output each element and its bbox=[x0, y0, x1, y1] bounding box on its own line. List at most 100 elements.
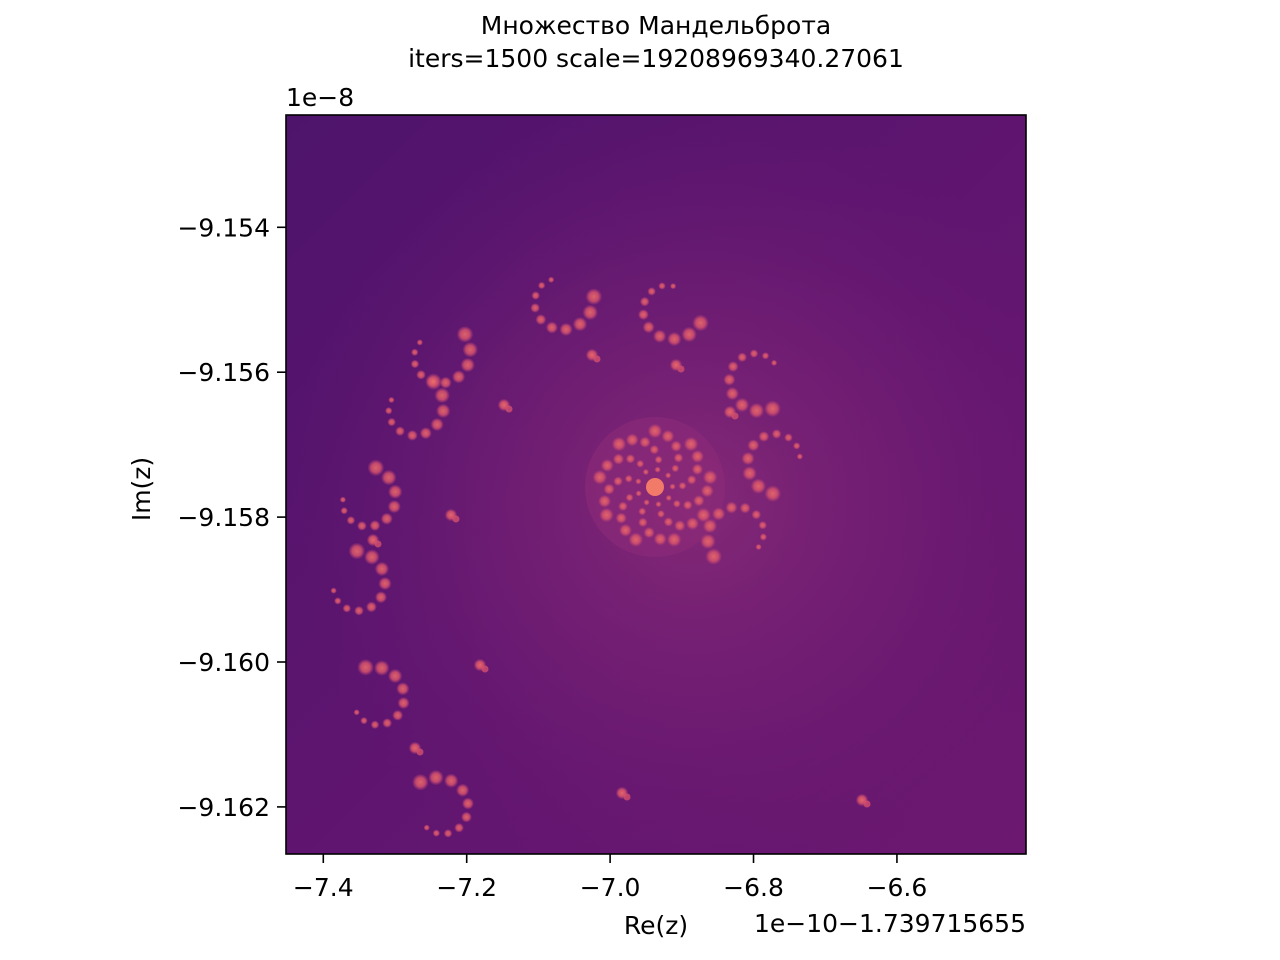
fractal-bulb bbox=[334, 597, 342, 605]
rosette-arm bbox=[648, 424, 684, 479]
fractal-bulb bbox=[385, 407, 393, 415]
fractal-bulb bbox=[387, 417, 396, 427]
satellite-bulb bbox=[452, 515, 460, 523]
fractal-bulb bbox=[657, 510, 665, 518]
outer-spiral bbox=[741, 429, 803, 502]
fractal-bulb bbox=[444, 773, 459, 788]
fractal-bulb bbox=[599, 508, 614, 522]
fractal-bulb bbox=[673, 453, 684, 463]
y-tick-label: −9.158 bbox=[177, 503, 270, 532]
fractal-bulb bbox=[693, 495, 705, 507]
fractal-bulb bbox=[654, 466, 661, 473]
fractal-bulb bbox=[643, 499, 650, 506]
fractal-bulb bbox=[670, 440, 682, 452]
rosette-arm bbox=[638, 499, 682, 547]
fractal-bulb bbox=[759, 533, 767, 541]
fractal-bulb bbox=[342, 604, 351, 613]
fractal-bulb bbox=[681, 327, 697, 342]
satellite-bulb bbox=[481, 665, 489, 673]
chart-subtitle: iters=1500 scale=19208969340.27061 bbox=[408, 44, 904, 73]
satellite-bulb bbox=[416, 748, 424, 756]
satellite-bulb bbox=[505, 405, 513, 413]
fractal-bulb bbox=[703, 519, 717, 533]
fractal-bulb bbox=[758, 431, 770, 442]
fractal-bulb bbox=[462, 342, 478, 358]
x-tick-label: −6.8 bbox=[723, 873, 784, 902]
fractal-bulb bbox=[649, 445, 659, 455]
fractal-bulb bbox=[725, 501, 738, 514]
fractal-bulb bbox=[460, 358, 475, 372]
fractal-bulb bbox=[701, 484, 714, 498]
fractal-bulb bbox=[382, 718, 392, 728]
y-tick-label: −9.154 bbox=[177, 213, 270, 242]
outer-spiral bbox=[530, 276, 602, 336]
plot-area bbox=[286, 115, 1026, 854]
rosette-arm bbox=[612, 433, 663, 473]
fractal-bulb bbox=[796, 453, 803, 460]
fractal-bulb bbox=[375, 591, 387, 604]
fractal-bulb bbox=[387, 500, 401, 513]
outer-spiral bbox=[638, 282, 709, 346]
fractal-bulb bbox=[598, 495, 611, 508]
x-tick-label: −7.0 bbox=[580, 873, 641, 902]
fractal-bulb bbox=[771, 359, 778, 366]
x-offset-text: 1e−10−1.739715655 bbox=[754, 909, 1026, 938]
fractal-bulb bbox=[615, 512, 627, 524]
fractal-bulb bbox=[678, 481, 687, 490]
fractal-bulb bbox=[619, 524, 632, 537]
fractal-bulb bbox=[538, 281, 546, 290]
central-bulb bbox=[646, 478, 664, 496]
fractal-bulb bbox=[339, 496, 346, 503]
fractal-bulb bbox=[416, 339, 423, 346]
fractal-bulb bbox=[670, 283, 677, 290]
fractal-bulb bbox=[642, 469, 649, 476]
fractal-bulb bbox=[638, 517, 648, 527]
rosette-arm bbox=[665, 470, 718, 510]
rosette-arm bbox=[669, 437, 704, 490]
satellite-bulb bbox=[593, 355, 601, 363]
satellite-bulb bbox=[374, 540, 382, 548]
fractal-bulb bbox=[737, 352, 747, 362]
fractal-bulb bbox=[531, 291, 540, 300]
x-tick-label: −7.2 bbox=[436, 873, 497, 902]
fractal-bulb bbox=[613, 476, 623, 486]
fractal-bulb bbox=[749, 349, 759, 358]
fractal-bulb bbox=[647, 287, 656, 296]
fractal-bulb bbox=[771, 429, 782, 439]
fractal-bulb bbox=[625, 493, 634, 502]
fractal-bulb bbox=[613, 453, 624, 465]
fractal-bulb bbox=[638, 309, 649, 320]
fractal-bulb bbox=[696, 508, 711, 522]
fractal-bulb bbox=[396, 682, 410, 696]
fractal-bulb bbox=[412, 774, 429, 791]
fractal-bulb bbox=[726, 387, 739, 400]
fractal-bulb bbox=[548, 276, 555, 283]
fractal-bulb bbox=[653, 329, 667, 343]
fractal-bulb bbox=[640, 296, 650, 307]
fractal-bulb bbox=[671, 464, 680, 473]
fractal-bulb bbox=[380, 512, 393, 525]
fractal-bulb bbox=[612, 437, 627, 452]
y-axis-ticks: −9.154 −9.156 −9.158 −9.160 −9.162 bbox=[177, 213, 286, 822]
fractal-bulb bbox=[430, 418, 444, 431]
fractal-bulb bbox=[691, 450, 704, 463]
fractal-bulb bbox=[658, 282, 666, 290]
fractal-bulb bbox=[626, 433, 639, 447]
y-tick-label: −9.156 bbox=[177, 358, 270, 387]
x-axis-label: Re(z) bbox=[624, 911, 688, 940]
y-offset-text: 1e−8 bbox=[286, 83, 354, 112]
fractal-bulb bbox=[374, 660, 390, 676]
fractal-bulb bbox=[461, 811, 472, 823]
fractal-bulb bbox=[742, 466, 757, 481]
fractal-bulb bbox=[375, 562, 389, 576]
fractal-bulb bbox=[378, 577, 392, 590]
fractal-bulb bbox=[425, 373, 442, 390]
fractal-bulb bbox=[624, 474, 633, 483]
fractal-bulb bbox=[530, 303, 540, 313]
fractal-bulb bbox=[705, 548, 722, 565]
fractal-bulb bbox=[573, 317, 587, 332]
rosette-arm bbox=[598, 474, 642, 522]
fractal-bulb bbox=[692, 463, 703, 475]
fractal-bulb bbox=[585, 288, 602, 305]
fractal-bulb bbox=[381, 470, 397, 486]
